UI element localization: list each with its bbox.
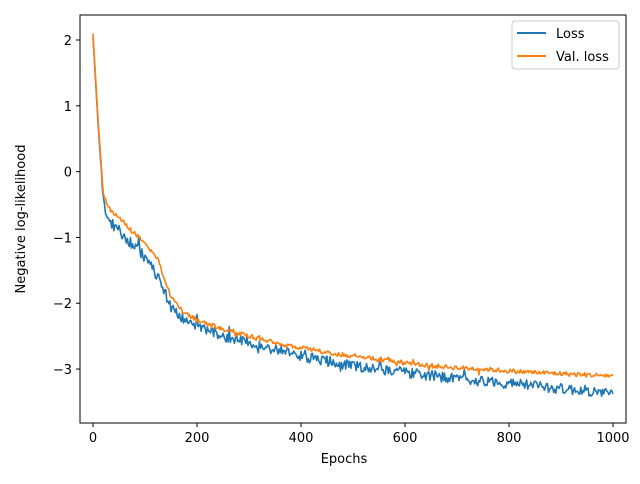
y-tick-label: 2: [64, 34, 72, 49]
legend: Loss Val. loss: [511, 20, 620, 70]
x-axis: 0 200 400 600 800 1000: [89, 423, 630, 446]
x-tick-label: 600: [393, 431, 418, 446]
y-tick-label: −3: [53, 363, 72, 378]
y-tick-label: 1: [64, 100, 72, 115]
legend-label-loss: Loss: [556, 27, 585, 42]
y-tick-label: −1: [53, 231, 72, 246]
series-layer: [92, 33, 614, 398]
x-tick-label: 1000: [596, 431, 629, 446]
series-line-val-loss: [92, 33, 614, 378]
series-line-loss: [92, 36, 614, 398]
x-tick-label: 200: [185, 431, 210, 446]
x-axis-label: Epochs: [321, 452, 368, 467]
x-tick-label: 800: [497, 431, 522, 446]
y-axis: 2 1 0 −1 −2 −3: [53, 34, 80, 378]
y-tick-label: −2: [53, 297, 72, 312]
x-tick-label: 400: [289, 431, 314, 446]
y-tick-label: 0: [64, 166, 72, 181]
y-axis-label: Negative log-likelihood: [14, 145, 29, 294]
x-tick-label: 0: [89, 431, 97, 446]
legend-label-val-loss: Val. loss: [556, 50, 609, 65]
plot-frame: [79, 14, 627, 424]
